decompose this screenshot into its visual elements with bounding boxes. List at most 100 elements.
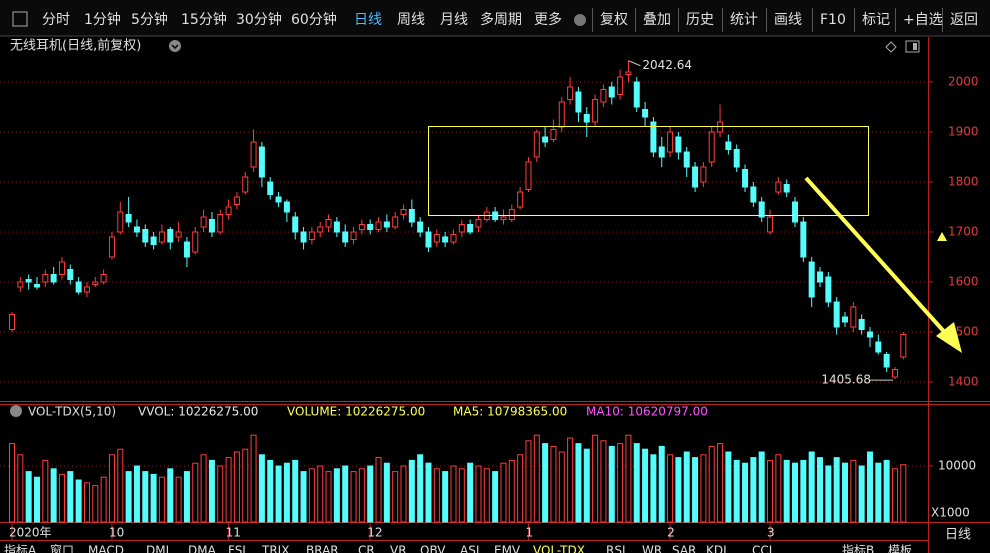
indicator-tab[interactable]: WR	[642, 544, 662, 553]
indicator-tab[interactable]: TRIX	[261, 544, 289, 553]
volume-bar	[492, 471, 499, 523]
candle-body	[75, 281, 82, 293]
toolbar-action[interactable]: 复权	[600, 11, 628, 28]
indicator-tab[interactable]: FSL	[228, 544, 249, 553]
y-tick-label: 1600	[948, 275, 979, 289]
period-tab[interactable]: 周线	[397, 12, 425, 28]
candle-body	[42, 274, 49, 283]
period-tab[interactable]: 更多	[534, 11, 562, 28]
toolbar-action[interactable]: 统计	[730, 12, 758, 28]
indicator-tab[interactable]: 指标B	[842, 543, 874, 553]
candle-body	[675, 136, 682, 153]
candle-body	[158, 231, 165, 243]
candle-body	[375, 221, 382, 230]
candle-body	[408, 209, 415, 223]
candle-body	[825, 276, 832, 303]
candle-body	[308, 231, 315, 240]
indicator-tab[interactable]: 窗口	[50, 544, 74, 553]
volume-bar	[75, 479, 82, 523]
candle-body	[633, 81, 640, 108]
period-tab[interactable]: 60分钟	[291, 11, 337, 28]
toolbar-action[interactable]: 叠加	[643, 12, 671, 28]
annotation-arrow	[628, 60, 641, 67]
candle-body	[300, 231, 307, 243]
candle-body	[100, 274, 107, 283]
volume-bar	[275, 465, 282, 523]
volume-bar	[742, 462, 749, 523]
candle-body	[317, 226, 324, 233]
chart-title: 无线耳机(日线,前复权)	[10, 38, 141, 54]
period-tab[interactable]: 15分钟	[181, 11, 227, 28]
indicator-tab[interactable]: MACD	[88, 544, 124, 553]
indicator-tab[interactable]: 模板	[888, 544, 912, 553]
candle-body	[442, 236, 449, 243]
indicator-tab[interactable]: OBV	[420, 544, 446, 553]
candle-body	[600, 89, 607, 103]
indicator-tab[interactable]: BRAR	[306, 544, 339, 553]
volume-bar	[158, 476, 165, 523]
volume-bar	[850, 459, 857, 523]
volume-bar	[42, 459, 49, 523]
candle-body	[775, 181, 782, 193]
period-tab[interactable]: 分时	[42, 12, 70, 28]
indicator-tab[interactable]: KDJ	[706, 544, 727, 553]
indicator-tab[interactable]: VOL-TDX	[533, 544, 585, 553]
candle-body	[275, 196, 282, 203]
indicator-tab[interactable]: CCI	[752, 544, 772, 553]
candle-body	[592, 99, 599, 123]
diamond-icon[interactable]	[885, 41, 897, 53]
period-tab[interactable]: 多周期	[480, 11, 522, 28]
window-icon[interactable]	[905, 40, 920, 53]
period-tab[interactable]: 1分钟	[84, 11, 121, 28]
toolbar-action[interactable]: 标记	[862, 12, 890, 28]
volume-bar	[242, 448, 249, 523]
volume-bar	[891, 468, 898, 523]
indicator-tab[interactable]: RSI	[606, 544, 626, 553]
indicator-tab[interactable]: 指标A	[4, 543, 37, 553]
volume-bar	[33, 476, 40, 523]
toolbar-action[interactable]: 画线	[774, 12, 802, 28]
more-icon[interactable]	[574, 14, 586, 26]
toolbar-action[interactable]: 返回	[950, 12, 978, 28]
indicator-tab[interactable]: SAR	[672, 544, 696, 553]
candle-body	[350, 231, 357, 240]
volume-bar	[458, 468, 465, 523]
candle-body	[733, 149, 740, 168]
indicator-tab[interactable]: CR	[358, 544, 375, 553]
volume-bar	[392, 471, 399, 523]
indicator-tab[interactable]: ASI	[460, 544, 479, 553]
plot: 140015001600170018001900200010000X100020…	[0, 58, 979, 540]
title-menu-icon[interactable]	[169, 40, 181, 52]
toolbar-action[interactable]: F10	[820, 12, 846, 28]
volume-bar	[833, 457, 840, 523]
candle-body	[792, 201, 799, 223]
menu-icon[interactable]	[12, 11, 28, 27]
toolbar-action[interactable]: 历史	[686, 12, 714, 28]
volume-bar	[317, 465, 324, 523]
indicator-tab[interactable]: EMV	[494, 544, 521, 553]
toolbar-action[interactable]: +自选	[903, 12, 943, 28]
y-tick-label: 1400	[948, 375, 979, 389]
indicator-tab[interactable]: DMA	[188, 544, 217, 553]
volume-bar	[175, 476, 182, 523]
period-tab[interactable]: 月线	[440, 12, 468, 28]
readout: MA10: 10620797.00	[586, 405, 708, 419]
period-tab[interactable]: 30分钟	[236, 11, 282, 28]
y-tick-label: 1800	[948, 175, 979, 189]
candle-body	[208, 219, 215, 233]
volume-bar	[125, 471, 132, 523]
indicator-tab[interactable]: VR	[390, 544, 407, 553]
candle-body	[608, 86, 615, 98]
volume-bar	[25, 471, 32, 523]
volume-bar	[575, 443, 582, 523]
candle-body	[217, 214, 224, 233]
volume-bar	[500, 462, 507, 523]
period-tab[interactable]: 5分钟	[131, 11, 168, 28]
candle-body	[866, 331, 873, 338]
period-tab[interactable]: 日线	[354, 12, 382, 28]
indicator-tab[interactable]: DMI	[146, 544, 169, 553]
candle-body	[117, 211, 124, 233]
indicator-icon[interactable]	[10, 405, 22, 417]
candle-body	[708, 131, 715, 163]
volume-bar	[408, 459, 415, 523]
